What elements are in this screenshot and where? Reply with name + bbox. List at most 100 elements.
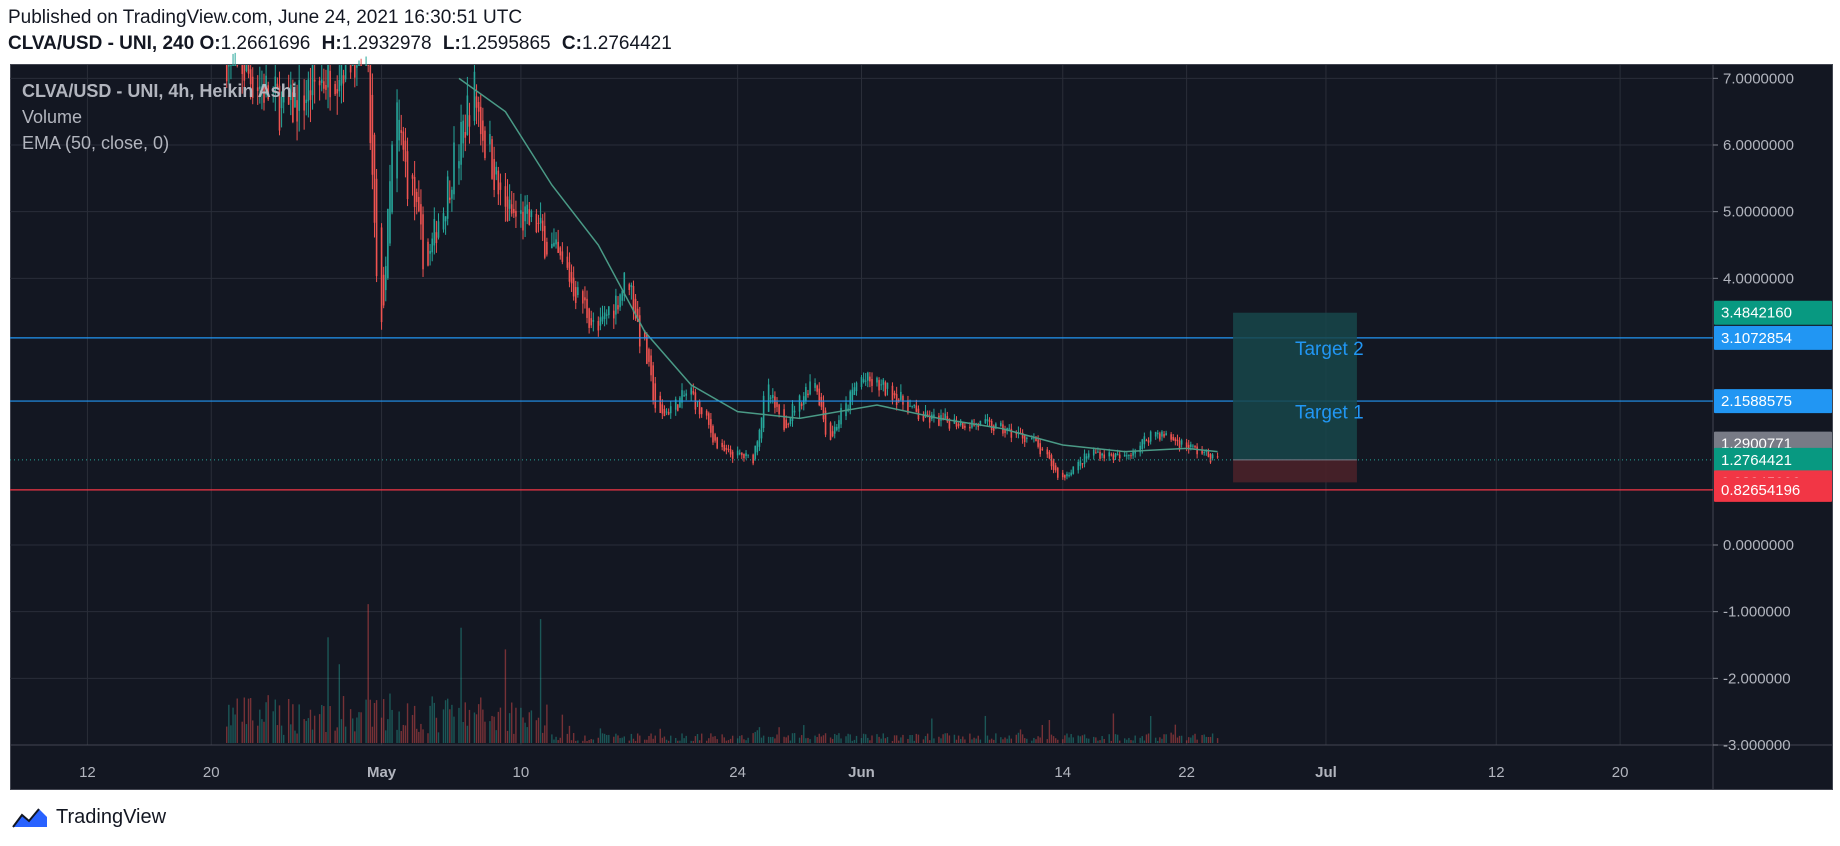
volume-bar xyxy=(1116,734,1119,743)
volume-bar xyxy=(234,714,236,743)
volume-bar xyxy=(499,707,502,743)
volume-bar xyxy=(739,735,741,743)
candle-body xyxy=(902,395,904,405)
volume-bar xyxy=(506,730,509,743)
candle-body xyxy=(754,445,757,459)
volume-bar xyxy=(435,717,438,743)
candle-body xyxy=(493,159,495,190)
volume-bar xyxy=(513,733,515,743)
volume-bar xyxy=(265,702,267,743)
volume-bar xyxy=(957,735,960,743)
volume-bar xyxy=(628,740,630,743)
candle-body xyxy=(1149,431,1152,442)
candle-body xyxy=(1192,445,1194,447)
volume-bar xyxy=(798,737,801,743)
candle-body xyxy=(1172,436,1175,441)
candle-body xyxy=(530,210,533,218)
high-label: H: xyxy=(321,33,342,54)
volume-bar xyxy=(546,704,548,743)
candle-body xyxy=(482,120,484,141)
volume-bar xyxy=(561,714,564,743)
volume-bar xyxy=(342,696,345,743)
volume-bar xyxy=(878,736,880,743)
volume-bar xyxy=(1176,737,1179,743)
candle-body xyxy=(1068,475,1070,477)
candle-body xyxy=(577,287,579,296)
candle-body xyxy=(431,238,434,253)
legend-ema[interactable]: EMA (50, close, 0) xyxy=(22,133,170,153)
volume-bar xyxy=(865,734,867,743)
candle-body xyxy=(1174,438,1177,442)
volume-bar xyxy=(1209,736,1212,743)
volume-bar xyxy=(683,738,685,743)
candle-body xyxy=(1143,436,1146,445)
volume-bar xyxy=(1145,734,1148,743)
candle-body xyxy=(705,410,708,416)
candle-body xyxy=(358,65,360,66)
candle-body xyxy=(1087,453,1090,458)
candle-body xyxy=(373,134,376,223)
candle-body xyxy=(342,75,345,84)
volume-bar xyxy=(298,704,300,743)
volume-bar xyxy=(411,714,414,743)
volume-bar xyxy=(800,735,803,743)
volume-bar xyxy=(867,737,869,743)
candle-body xyxy=(391,144,393,213)
candle-body xyxy=(597,320,600,331)
candle-body xyxy=(1190,444,1192,448)
volume-bar xyxy=(1194,733,1196,743)
volume-bar xyxy=(280,725,283,743)
candle-body xyxy=(1163,434,1165,437)
volume-bar xyxy=(1114,734,1117,743)
volume-bar xyxy=(313,715,316,743)
candle-body xyxy=(661,404,664,414)
volume-bar xyxy=(568,725,571,743)
volume-bar xyxy=(249,698,252,743)
candle-body xyxy=(241,65,244,74)
candle-body xyxy=(900,391,902,400)
volume-bar xyxy=(520,707,522,743)
candle-body xyxy=(380,227,383,323)
candle-body xyxy=(427,241,429,266)
volume-bar xyxy=(948,735,951,743)
volume-bar xyxy=(851,740,854,743)
volume-bar xyxy=(685,735,687,743)
volume-bar xyxy=(1081,735,1084,743)
candle-body xyxy=(1046,449,1049,455)
volume-bar xyxy=(572,733,575,743)
volume-bar xyxy=(743,739,745,743)
volume-bar xyxy=(902,734,904,743)
x-tick-label: 20 xyxy=(1612,764,1629,781)
candle-body xyxy=(1103,454,1106,459)
volume-bar xyxy=(582,740,584,743)
volume-bar xyxy=(446,698,449,743)
legend-volume[interactable]: Volume xyxy=(22,107,83,127)
volume-bar xyxy=(464,702,466,743)
candle-body xyxy=(752,454,754,464)
ohlc-line: CLVA/USD - UNI, 240 O:1.2661696 H:1.2932… xyxy=(8,32,678,56)
volume-bar xyxy=(1031,740,1033,743)
volume-bar xyxy=(988,739,991,743)
price-tag-label: 2.1588575 xyxy=(1721,393,1792,410)
candle-body xyxy=(568,262,571,282)
volume-bar xyxy=(349,709,352,743)
candle-body xyxy=(510,204,513,214)
y-tick-label: -1.000000 xyxy=(1723,604,1791,621)
candle-body xyxy=(557,241,559,253)
volume-bar xyxy=(309,709,312,743)
candle-body xyxy=(389,181,391,244)
volume-bar xyxy=(1192,735,1194,743)
candle-body xyxy=(654,383,657,409)
candle-body xyxy=(692,391,695,394)
candle-body xyxy=(791,403,794,421)
tradingview-logo[interactable]: TradingView xyxy=(12,806,166,829)
candle-body xyxy=(574,287,577,303)
candle-body xyxy=(413,176,416,207)
legend-title[interactable]: CLVA/USD - UNI, 4h, Heikin Ashi xyxy=(22,81,297,101)
candle-body xyxy=(913,405,916,407)
candle-body xyxy=(617,305,619,310)
chart-frame[interactable] xyxy=(10,64,1833,790)
volume-bar xyxy=(714,736,716,743)
volume-bar xyxy=(1088,738,1090,743)
